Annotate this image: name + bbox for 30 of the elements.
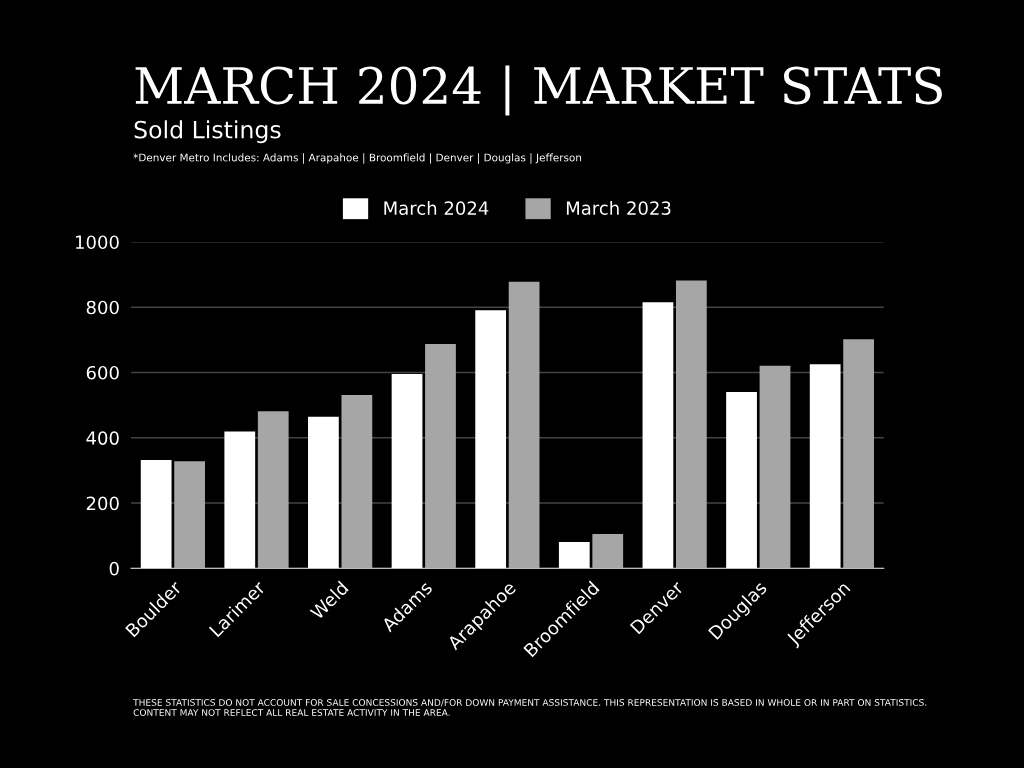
bar [809, 364, 841, 569]
y-tick-label: 800 [86, 300, 119, 315]
y-tick-label: 1000 [75, 235, 119, 250]
bar [508, 281, 540, 569]
bar [341, 395, 373, 569]
bar [391, 374, 423, 569]
bar [558, 541, 590, 569]
y-tick-label: 0 [109, 561, 119, 576]
legend-label: March 2024 [384, 201, 489, 215]
bar [425, 344, 456, 569]
bar [843, 339, 875, 569]
chart-title: MARCH 2024 | MARKET STATS [135, 65, 942, 116]
bar [726, 392, 757, 569]
bar [257, 411, 289, 569]
y-tick-label: 400 [86, 431, 119, 445]
bar [140, 459, 172, 569]
bar [475, 310, 507, 569]
text: THESE STATISTICS DO NOT ACCOUNT FOR SALE CONCESSIONS AND/FOR DOWN PAYMENT ASSISTANCE. THIS REPRESENTATION IS BASED IN WHOLE OR IN PART ON STATISTICS. CONTENT MAY NOT REFLECT ALL REAL ESTATE ACTIVITY IN THE AREA. [133, 699, 927, 716]
bar [174, 461, 205, 569]
text: *Denver Metro Includes: Adams | Arapahoe | Broomfield | Denver | Douglas | Jefferson [133, 153, 582, 164]
bar [675, 280, 707, 569]
chart-subtitle: Sold Listings [134, 120, 281, 144]
bar [592, 534, 624, 569]
bar [642, 302, 674, 569]
bar [308, 416, 339, 569]
bar [759, 365, 791, 569]
y-tick-label: 600 [86, 365, 119, 380]
legend-label: March 2023 [566, 201, 671, 215]
y-tick-label: 200 [86, 496, 119, 511]
bar [224, 431, 256, 569]
